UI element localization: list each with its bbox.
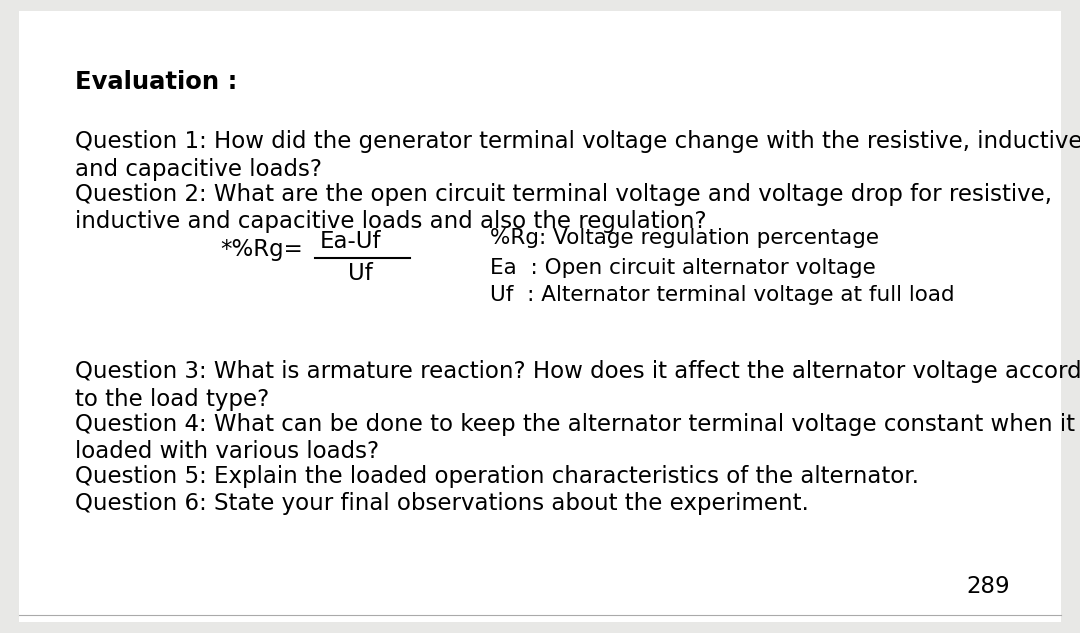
Text: Ea-Uf: Ea-Uf	[320, 230, 381, 253]
Text: Uf  : Alternator terminal voltage at full load: Uf : Alternator terminal voltage at full…	[490, 285, 955, 305]
Text: Uf: Uf	[348, 262, 373, 285]
Text: inductive and capacitive loads and also the regulation?: inductive and capacitive loads and also …	[75, 210, 706, 233]
Text: and capacitive loads?: and capacitive loads?	[75, 158, 322, 181]
Text: Ea  : Open circuit alternator voltage: Ea : Open circuit alternator voltage	[490, 258, 876, 278]
Text: 289: 289	[967, 575, 1010, 598]
Text: to the load type?: to the load type?	[75, 388, 269, 411]
Text: Evaluation :: Evaluation :	[75, 70, 238, 94]
Text: Question 3: What is armature reaction? How does it affect the alternator voltage: Question 3: What is armature reaction? H…	[75, 360, 1080, 383]
Text: *%Rg=: *%Rg=	[220, 238, 302, 261]
Text: Question 4: What can be done to keep the alternator terminal voltage constant wh: Question 4: What can be done to keep the…	[75, 413, 1080, 436]
Text: Question 2: What are the open circuit terminal voltage and voltage drop for resi: Question 2: What are the open circuit te…	[75, 183, 1052, 206]
Text: %Rg: Voltage regulation percentage: %Rg: Voltage regulation percentage	[490, 228, 879, 248]
Text: Question 6: State your final observations about the experiment.: Question 6: State your final observation…	[75, 492, 809, 515]
Text: Question 1: How did the generator terminal voltage change with the resistive, in: Question 1: How did the generator termin…	[75, 130, 1080, 153]
Text: loaded with various loads?: loaded with various loads?	[75, 440, 379, 463]
Text: Question 5: Explain the loaded operation characteristics of the alternator.: Question 5: Explain the loaded operation…	[75, 465, 919, 488]
